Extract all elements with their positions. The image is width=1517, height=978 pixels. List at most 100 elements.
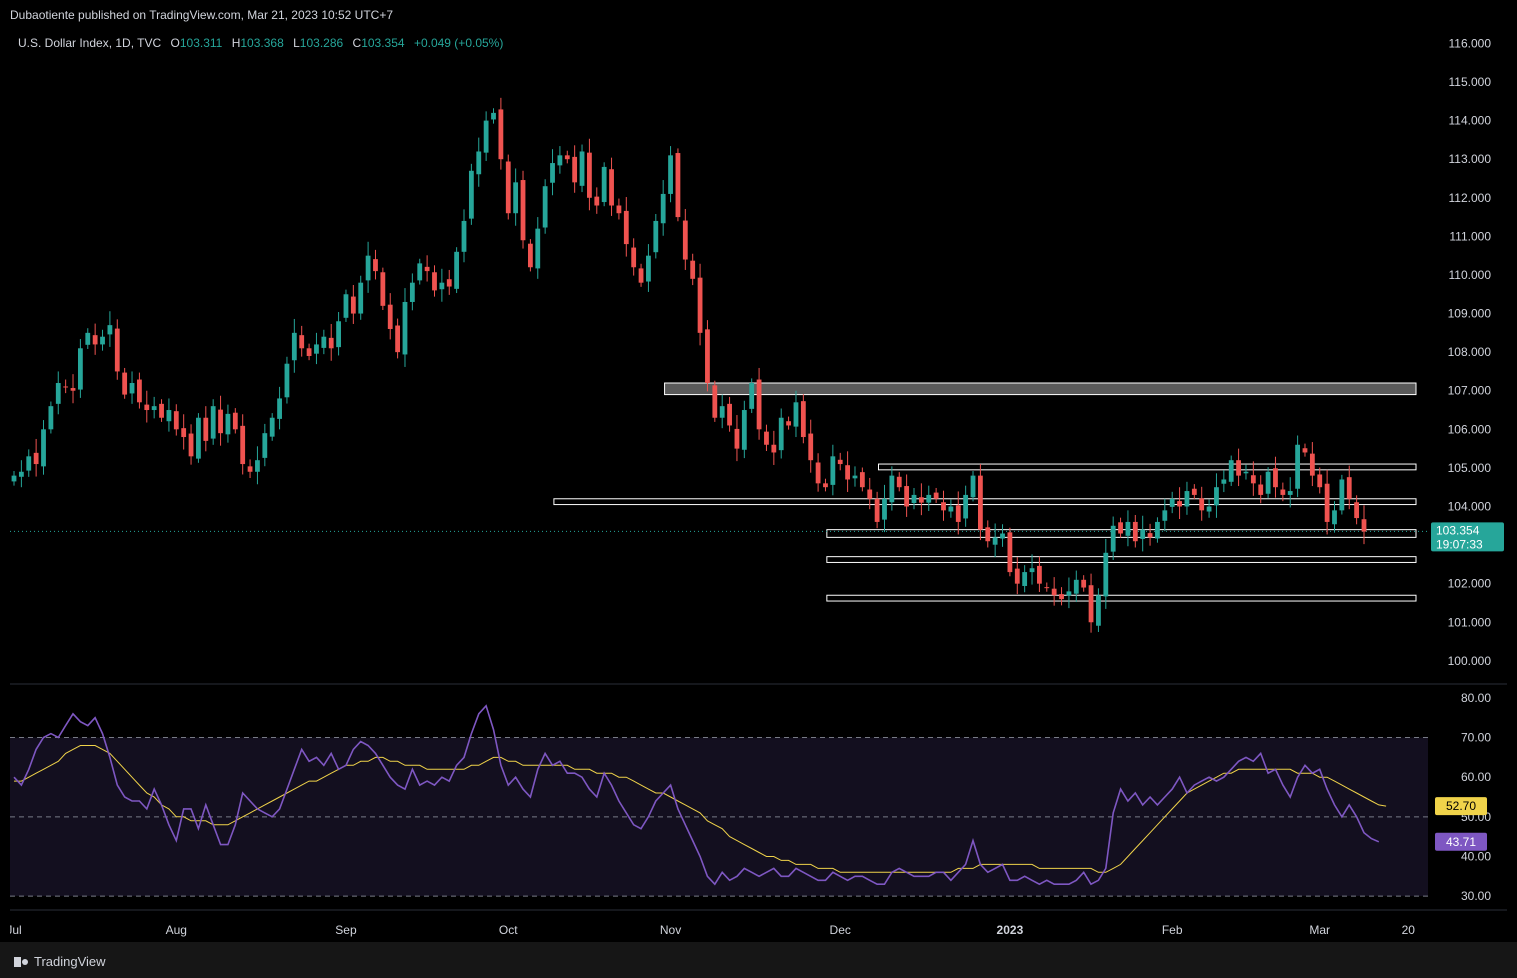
candle-body (1029, 568, 1035, 573)
candle-body (1000, 533, 1005, 539)
candle-body (697, 277, 703, 333)
candle-body (1103, 552, 1109, 597)
low-value: 103.286 (299, 36, 344, 50)
publish-info: Dubaotiente published on TradingView.com… (10, 8, 394, 22)
candle-body (823, 483, 828, 488)
candle-layer (11, 97, 1367, 633)
candle-body (727, 403, 732, 426)
candle-body (786, 421, 791, 426)
candle-body (837, 459, 843, 465)
candle-body (572, 156, 578, 183)
footer-bar: TradingView (0, 942, 1517, 978)
candle-body (247, 466, 253, 472)
candle-body (911, 494, 917, 504)
grid-layer (10, 683, 1507, 911)
candle-body (616, 205, 622, 214)
candle-body (867, 489, 873, 499)
candle-body (660, 193, 666, 224)
candle-body (955, 505, 961, 522)
candle-body (1125, 521, 1131, 536)
candle-body (675, 153, 681, 218)
candle-body (594, 196, 600, 206)
candle-body (1250, 475, 1256, 484)
candle-body (1243, 471, 1249, 474)
price-chart[interactable]: 116.000 115.000 114.000 113.000 112.000 111.0… (6, 28, 1507, 940)
candle-body (432, 272, 437, 291)
resistance-zone (664, 382, 1417, 396)
candle-body (527, 243, 533, 268)
rsi-tag-value: 43.71 (1446, 835, 1476, 849)
candle-body (1206, 506, 1212, 512)
candle-body (1044, 587, 1050, 589)
time-tick-label: Oct (499, 923, 518, 937)
candle-body (461, 220, 467, 252)
candle-body (756, 379, 762, 430)
candle-body (535, 228, 541, 269)
chart-frame[interactable]: 116.000 115.000 114.000 113.000 112.000 111.0… (6, 28, 1507, 940)
candle-body (1162, 510, 1168, 521)
rsi-ma-line (14, 745, 1387, 873)
ohlc-legend: U.S. Dollar Index, 1D, TVC O103.311 H103… (18, 36, 503, 50)
candle-body (33, 452, 39, 465)
candle-body (1309, 453, 1315, 476)
candle-body (41, 429, 46, 467)
open-value: 103.311 (179, 36, 223, 50)
candle-body (1110, 525, 1116, 552)
brand-label: TradingView (34, 954, 106, 969)
publish-bar: Dubaotiente published on TradingView.com… (0, 0, 1517, 28)
candle-body (579, 151, 585, 186)
change-value: +0.049 (+0.05%) (413, 36, 504, 50)
tradingview-brand[interactable]: TradingView (14, 954, 106, 969)
candle-body (129, 383, 135, 394)
candle-body (314, 344, 319, 354)
candle-body (424, 266, 430, 272)
candle-body (712, 385, 718, 418)
candle-body (1332, 510, 1337, 525)
candle-body (749, 383, 755, 409)
candle-body (483, 120, 489, 153)
candle-body (1169, 498, 1175, 507)
candle-body (741, 410, 747, 450)
candle-body (1199, 498, 1205, 511)
candle-body (1022, 572, 1028, 586)
close-value: 103.354 (361, 36, 405, 50)
candle-body (1273, 468, 1278, 488)
candle-body (1140, 529, 1146, 539)
time-tick-label: 20 (1402, 923, 1416, 937)
candle-body (1096, 595, 1101, 626)
price-tag-countdown: 19:07:33 (1436, 537, 1483, 551)
time-tick-label: 2023 (997, 923, 1024, 937)
rsi-ma-tag-value: 52.70 (1446, 799, 1476, 813)
rsi-ma-tag-box (1435, 797, 1487, 816)
candle-body (321, 336, 327, 348)
low-label: L (293, 36, 300, 50)
candle-body (173, 411, 179, 430)
tradingview-logo-icon (14, 956, 28, 967)
candle-body (830, 456, 836, 485)
candle-body (918, 497, 924, 503)
time-tick-label: Dec (830, 923, 851, 937)
rsi-line (13, 704, 1380, 886)
candle-body (1073, 579, 1079, 594)
close-label: C (352, 36, 362, 50)
candle-body (114, 328, 120, 372)
price-tick-label: 110.000 (1449, 268, 1492, 282)
candle-body (218, 409, 223, 434)
candle-body (638, 268, 644, 283)
time-tick-label: Feb (1162, 923, 1183, 937)
candle-body (1228, 460, 1234, 482)
candle-body (520, 180, 526, 241)
zone-104 (553, 498, 1417, 506)
candle-body (719, 406, 725, 418)
time-tick-label: Aug (166, 923, 187, 937)
candle-body (948, 506, 954, 512)
price-tick-label: 114.000 (1449, 114, 1492, 128)
rsi-tick-label: 30.00 (1461, 889, 1491, 903)
candle-body (225, 413, 231, 435)
candle-body (1265, 471, 1271, 494)
candle-body (26, 456, 32, 471)
candle-body (771, 444, 777, 453)
candle-body (395, 325, 401, 353)
candle-body (1051, 588, 1057, 596)
candle-body (291, 332, 297, 361)
